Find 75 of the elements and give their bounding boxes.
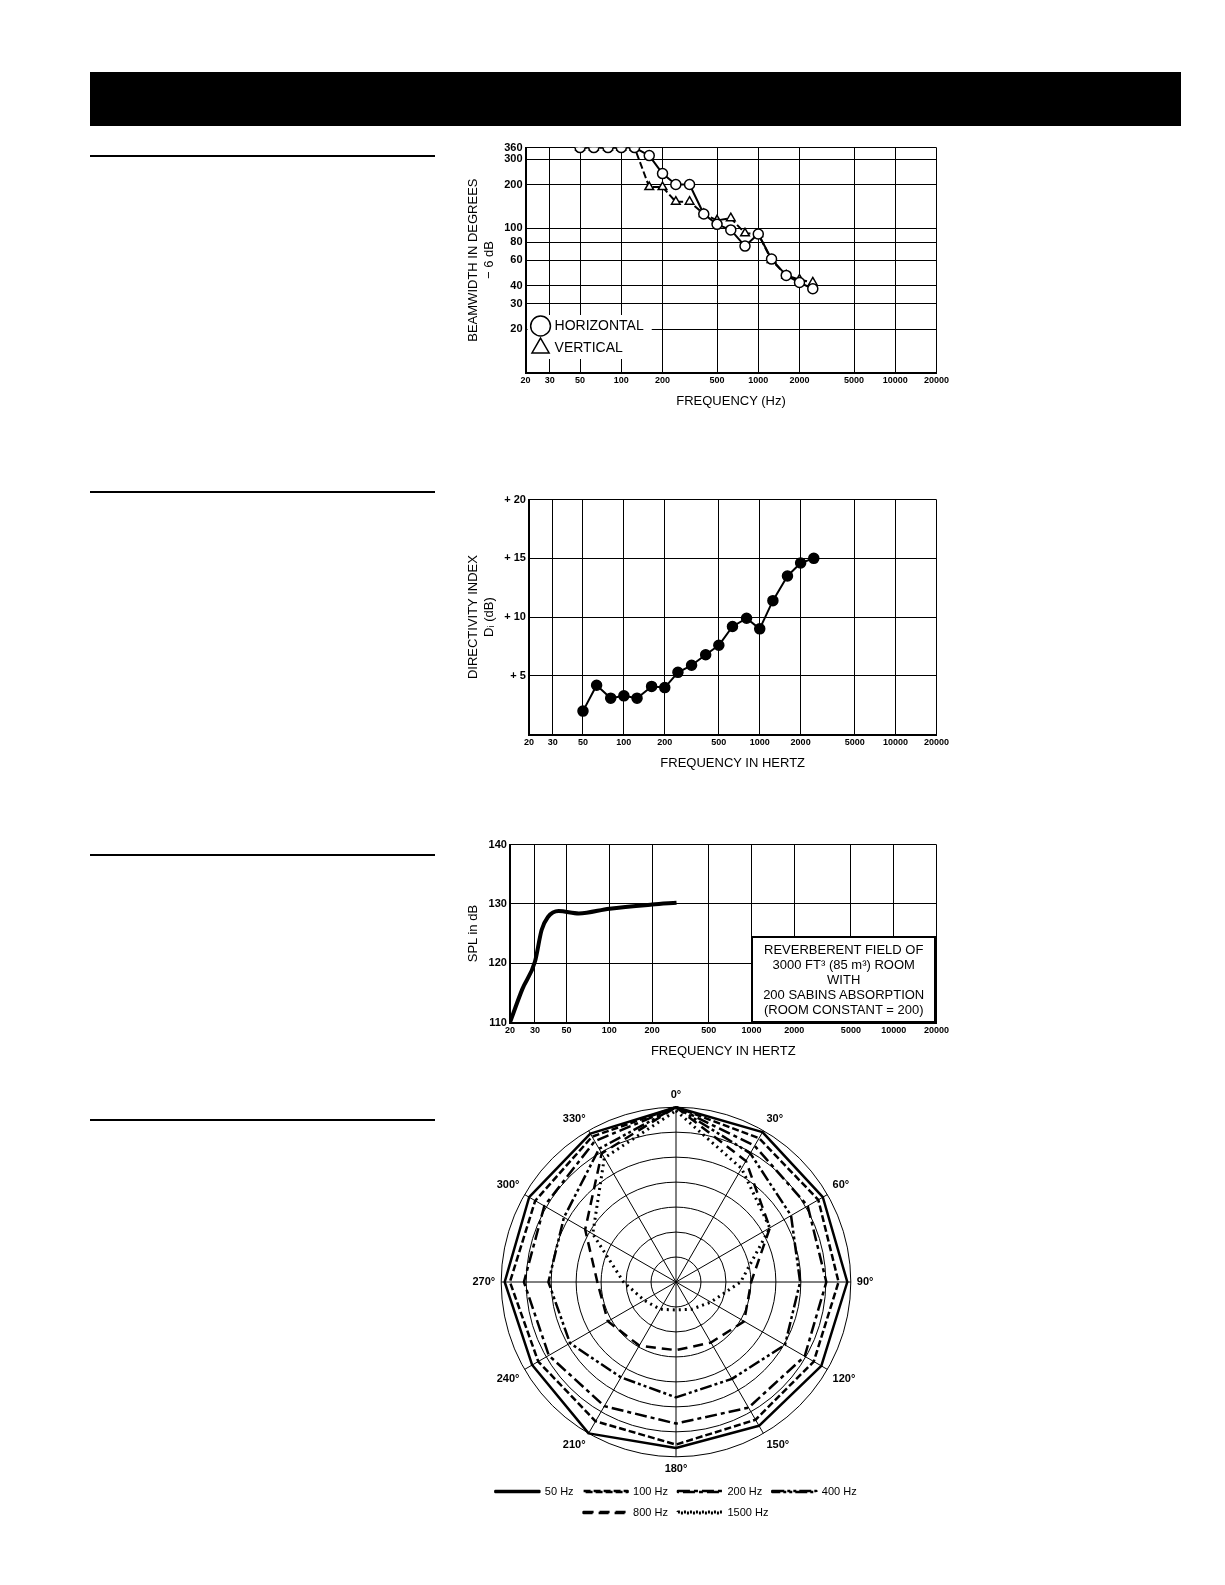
x-tick-label: 1000 bbox=[749, 737, 770, 748]
spoke-label: 330° bbox=[562, 1111, 586, 1124]
x-tick-label: 500 bbox=[711, 737, 727, 748]
x-tick-label: 50 bbox=[575, 375, 586, 386]
y-axis-title: BEAMWIDTH IN DEGREES − 6 dB bbox=[465, 178, 496, 342]
y-tick-label: + 15 bbox=[504, 551, 526, 564]
legend-label: 800 Hz bbox=[633, 1505, 668, 1518]
spoke-label: 60° bbox=[832, 1178, 850, 1191]
y-axis-title: SPL in dB bbox=[465, 904, 481, 963]
x-tick-label: 5000 bbox=[840, 1025, 861, 1036]
y-axis-title: DIRECTIVITY INDEX Dᵢ (dB) bbox=[465, 554, 496, 680]
x-tick-label: 500 bbox=[709, 375, 725, 386]
x-tick-label: 10000 bbox=[882, 375, 908, 386]
x-axis-title: FREQUENCY IN HERTZ bbox=[650, 1042, 796, 1058]
legend-label: HORIZONTAL bbox=[554, 316, 644, 333]
x-axis-title: FREQUENCY IN HERTZ bbox=[660, 754, 806, 770]
y-tick-label: 80 bbox=[510, 235, 523, 248]
legend-label: VERTICAL bbox=[554, 338, 623, 355]
x-tick-label: 200 bbox=[657, 737, 673, 748]
y-tick-label: 120 bbox=[488, 956, 507, 969]
x-tick-label: 5000 bbox=[844, 375, 865, 386]
x-tick-label: 500 bbox=[701, 1025, 717, 1036]
x-tick-label: 200 bbox=[644, 1025, 660, 1036]
x-tick-label: 100 bbox=[613, 375, 629, 386]
x-tick-label: 200 bbox=[655, 375, 671, 386]
y-tick-label: + 20 bbox=[504, 492, 526, 505]
y-tick-label: + 10 bbox=[504, 610, 526, 623]
y-tick-label: 30 bbox=[510, 296, 523, 309]
y-tick-label: 100 bbox=[504, 221, 523, 234]
x-tick-label: 10000 bbox=[883, 737, 909, 748]
legend-label: 50 Hz bbox=[544, 1484, 574, 1497]
legend-label: 400 Hz bbox=[821, 1484, 857, 1497]
legend-label: 100 Hz bbox=[633, 1484, 668, 1497]
x-tick-label: 100 bbox=[601, 1025, 617, 1036]
spoke-label: 270° bbox=[472, 1275, 496, 1288]
y-tick-label: + 5 bbox=[510, 668, 526, 681]
x-tick-label: 2000 bbox=[789, 375, 810, 386]
annotation: REVERBERENT FIELD OF 3000 FT³ (85 m³) ROOM WITH 200 SABINS ABSORPTION (ROOM CONSTANT = 200) bbox=[750, 935, 937, 1023]
x-tick-label: 20000 bbox=[923, 737, 949, 748]
y-tick-label: 60 bbox=[510, 253, 523, 266]
x-tick-label: 50 bbox=[561, 1025, 572, 1036]
x-tick-label: 5000 bbox=[844, 737, 865, 748]
x-tick-label: 1000 bbox=[741, 1025, 762, 1036]
spoke-label: 240° bbox=[496, 1372, 520, 1385]
x-tick-label: 50 bbox=[577, 737, 588, 748]
spoke-label: 120° bbox=[832, 1372, 856, 1385]
y-tick-label: 360 bbox=[504, 140, 523, 153]
spoke-label: 300° bbox=[496, 1178, 520, 1191]
y-tick-label: 130 bbox=[488, 896, 507, 909]
x-tick-label: 2000 bbox=[784, 1025, 805, 1036]
x-tick-label: 20000 bbox=[923, 1025, 949, 1036]
x-tick-label: 30 bbox=[544, 375, 555, 386]
y-tick-label: 20 bbox=[510, 322, 523, 335]
spoke-label: 30° bbox=[766, 1111, 784, 1124]
spoke-label: 90° bbox=[856, 1275, 874, 1288]
x-tick-label: 30 bbox=[547, 737, 558, 748]
spoke-label: 0° bbox=[670, 1087, 682, 1100]
spoke-label: 180° bbox=[664, 1462, 688, 1475]
y-tick-label: 110 bbox=[489, 1015, 507, 1028]
x-tick-label: 2000 bbox=[790, 737, 811, 748]
legend-label: 1500 Hz bbox=[727, 1505, 769, 1518]
y-tick-label: 40 bbox=[510, 278, 523, 291]
y-tick-label: 200 bbox=[504, 177, 523, 190]
spoke-label: 210° bbox=[562, 1438, 586, 1451]
x-tick-label: 100 bbox=[616, 737, 632, 748]
legend-label: 200 Hz bbox=[727, 1484, 763, 1497]
x-tick-label: 20000 bbox=[923, 375, 949, 386]
y-tick-label: 140 bbox=[488, 837, 507, 850]
x-tick-label: 1000 bbox=[748, 375, 769, 386]
x-axis-title: FREQUENCY (Hz) bbox=[676, 392, 786, 408]
y-tick-label: 300 bbox=[504, 152, 523, 165]
x-tick-label: 30 bbox=[529, 1025, 540, 1036]
spoke-label: 150° bbox=[766, 1438, 790, 1451]
x-tick-label: 10000 bbox=[881, 1025, 907, 1036]
x-tick-label: 20 bbox=[523, 737, 534, 748]
